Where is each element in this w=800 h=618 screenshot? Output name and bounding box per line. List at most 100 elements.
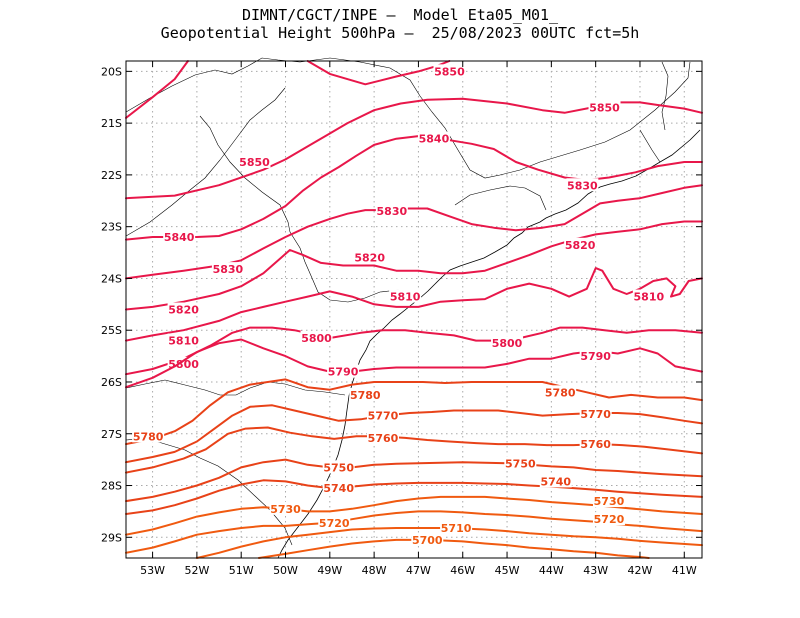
contour-label: 5760 [580,438,611,451]
x-tick-label: 44W [539,564,564,577]
title-line-1: DIMNT/CGCT/INPE – Model Eta05_M01_ [241,6,559,24]
contour-line-5840 [125,135,703,241]
contour-label: 5700 [412,534,443,547]
x-tick-label: 51W [229,564,254,577]
title-line-2: Geopotential Height 500hPa – 25/08/2023 … [160,24,640,42]
contour-label-bg [353,250,386,264]
contour-label: 5840 [164,231,195,244]
contour-label: 5740 [540,475,571,488]
contour-line-5730 [125,495,703,536]
x-tick-label: 52W [184,564,209,577]
border-pr-sp [125,87,286,237]
contour-label: 5810 [390,291,421,304]
contour-label-bg [539,474,572,488]
contour-label-bg [349,387,382,401]
y-tick-label: 22S [101,169,122,182]
border-sp-south [289,231,413,303]
contour-label: 5820 [168,304,199,317]
contour-label: 5730 [594,495,625,508]
contour-label: 5740 [323,482,354,495]
contour-label-bg [318,515,351,529]
contour-label-bg [592,512,625,526]
contour-label: 5830 [377,205,408,218]
contour-label: 5770 [368,410,399,423]
contour-line-5800 [125,326,703,376]
contour-label: 5800 [492,337,523,350]
contour-label: 5820 [354,252,385,265]
y-tick-label: 24S [101,272,122,285]
chart-title: DIMNT/CGCT/INPE – Model Eta05_M01_ Geopo… [0,6,800,42]
contour-label: 5750 [323,461,354,474]
contour-label-bg [238,154,271,168]
contour-label: 5790 [328,366,359,379]
contour-label: 5830 [567,179,598,192]
contour-line-5820 [125,220,703,311]
axis-layer: 53W 52W 51W 50W 49W 48W 47W 46W 45W 44W 43W 42W 41W 2… [101,60,703,577]
contour-layer: 5850 5850 5850 5840 5840 5830 5830 5830 5820 5820… [125,60,703,559]
contour-label: 5730 [270,503,301,516]
x-tick-label: 48W [362,564,387,577]
x-tick-label: 50W [273,564,298,577]
y-tick-label: 29S [101,531,122,544]
contour-label-bg [491,336,524,350]
contour-label-bg [564,237,597,251]
contour-label-bg [327,364,360,378]
y-tick-label: 27S [101,428,122,441]
y-tick-label: 25S [101,324,122,337]
x-tick-label: 45W [495,564,520,577]
x-tick-label: 47W [406,564,431,577]
contour-label: 5840 [419,133,450,146]
contour-line-5850 [125,60,189,119]
contour-label-bg [588,100,621,114]
contour-label-bg [163,230,196,244]
x-tick-label: 41W [672,564,697,577]
contour-label: 5790 [580,350,611,363]
x-tick-label: 53W [140,564,165,577]
contour-label-bg [167,333,200,347]
contour-line-5790 [125,338,703,389]
contour-label-bg [579,349,612,363]
contour-label: 5850 [589,102,620,115]
y-tick-label: 21S [101,117,122,130]
contour-label-bg [366,408,399,422]
contour-label-bg [389,289,422,303]
contour-label: 5820 [565,239,596,252]
contour-label-bg [167,302,200,316]
contour-label-bg [269,501,302,515]
contour-label-bg [375,204,408,218]
contour-label-bg [566,178,599,192]
border-es [639,61,669,163]
contour-label-bg [440,520,473,534]
contour-label: 5760 [368,432,399,445]
contour-line-5750 [125,458,703,503]
map-frame [125,60,703,559]
y-tick-label: 23S [101,221,122,234]
x-tick-label: 43W [583,564,608,577]
contour-line-5740 [125,479,703,515]
contour-label-bg [544,385,577,399]
contour-line-5720 [125,510,703,554]
contour-line-5810 [125,267,703,342]
contour-label: 5810 [168,335,199,348]
contour-line-5850 [125,97,703,200]
contour-label-bg [579,437,612,451]
contour-label-bg [211,262,244,276]
contour-line-5830 [125,184,703,280]
border-rj [454,185,547,211]
geography-layer [125,57,701,559]
contour-label-bg [592,494,625,508]
contour-label: 5750 [505,457,536,470]
y-tick-label: 20S [101,65,122,78]
contour-label: 5720 [319,517,350,530]
contour-label: 5720 [594,513,625,526]
contour-label-bg [411,532,444,546]
contour-label-bg [579,407,612,421]
contour-label-bg [132,429,165,443]
border-west [199,115,291,233]
contour-label: 5850 [239,156,270,169]
contour-label: 5830 [213,263,244,276]
contour-label-bg [504,456,537,470]
contour-label: 5770 [580,408,611,421]
contour-label: 5800 [301,332,332,345]
